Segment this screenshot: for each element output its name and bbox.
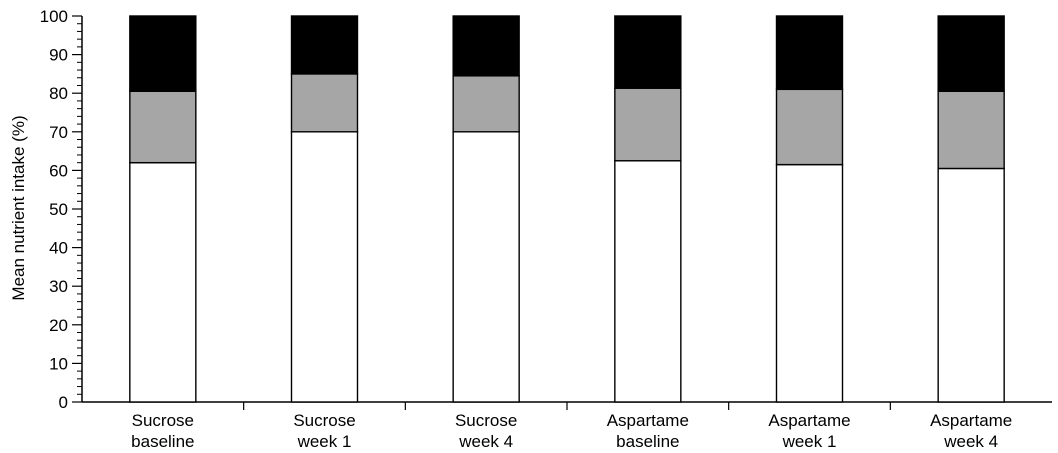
bar-segment-2-3 <box>452 75 520 133</box>
bar-segment-1-6 <box>937 167 1005 403</box>
x-tick-label: Sucrose <box>293 411 355 430</box>
bar-segment-1-5 <box>775 163 844 403</box>
x-tick-label: Sucrose <box>132 411 194 430</box>
bar-segment-2-1 <box>129 90 197 164</box>
x-tick-label: baseline <box>616 432 679 451</box>
bar-segment-3-1 <box>129 15 197 92</box>
y-tick-label: 20 <box>49 316 68 335</box>
bars <box>129 15 1005 403</box>
y-tick-label: 50 <box>49 200 68 219</box>
y-tick-label: 0 <box>59 393 68 412</box>
bar-segment-1-1 <box>129 161 197 403</box>
bar-segment-3-6 <box>937 15 1005 92</box>
bar-segment-3-2 <box>290 15 359 75</box>
bar-segment-1-4 <box>614 160 682 403</box>
bar-segment-1-2 <box>290 131 359 403</box>
y-axis-title: Mean nutrient intake (%) <box>9 115 28 300</box>
bar-segment-3-3 <box>452 15 520 77</box>
bar-segment-2-4 <box>614 87 682 162</box>
x-tick-label: week 1 <box>782 432 837 451</box>
x-tick-label: baseline <box>131 432 194 451</box>
y-tick-label: 90 <box>49 46 68 65</box>
bar-segment-3-4 <box>614 15 682 89</box>
x-axis: Sucrose baseline Sucrose week 1 Sucrose week … <box>82 401 1052 451</box>
x-tick-label: week 4 <box>943 432 998 451</box>
y-tick-label: 30 <box>49 277 68 296</box>
x-tick-label: Aspartame <box>768 411 850 430</box>
y-tick-label: 70 <box>49 123 68 142</box>
y-tick-label: 100 <box>40 7 68 26</box>
x-tick-label: Aspartame <box>607 411 689 430</box>
x-tick-label: Sucrose <box>455 411 517 430</box>
x-tick-label: Aspartame <box>930 411 1012 430</box>
y-tick-label: 80 <box>49 84 68 103</box>
x-tick-label: week 1 <box>297 432 352 451</box>
bar-segment-2-6 <box>937 90 1005 170</box>
y-tick-label: 10 <box>49 354 68 373</box>
bar-segment-2-2 <box>290 73 359 133</box>
bar-segment-2-5 <box>775 88 844 166</box>
y-tick-label: 40 <box>49 239 68 258</box>
y-axis: 0 10 20 30 40 50 60 70 80 90 100 <box>40 7 83 412</box>
x-tick-label: week 4 <box>458 432 513 451</box>
bar-segment-3-5 <box>775 15 844 91</box>
bar-segment-1-3 <box>452 131 520 403</box>
y-tick-label: 60 <box>49 161 68 180</box>
